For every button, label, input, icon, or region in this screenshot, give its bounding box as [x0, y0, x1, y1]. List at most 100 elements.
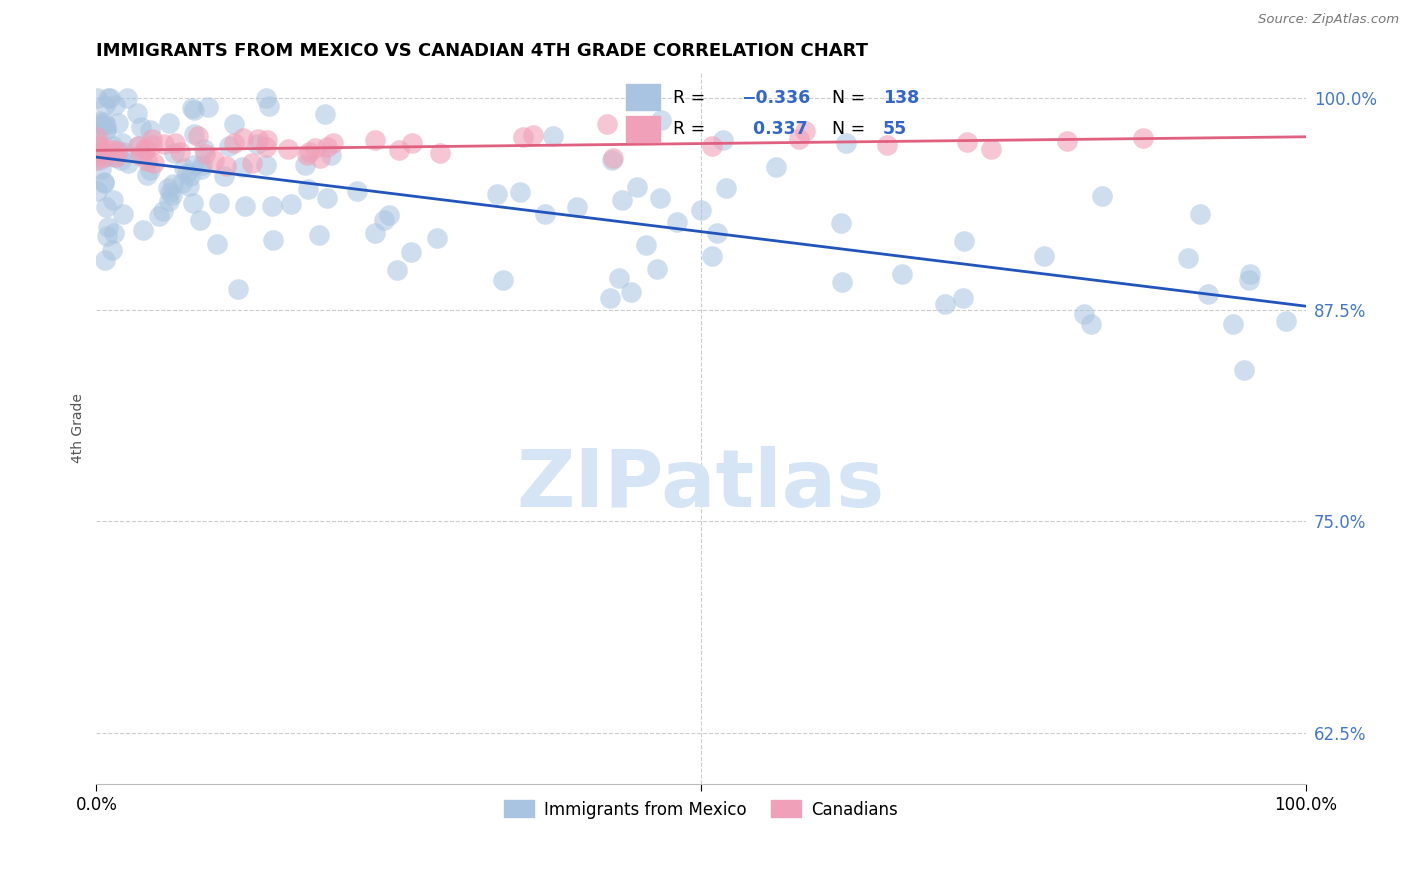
- Point: [103, 226, 125, 240]
- Point: [86, 149, 108, 163]
- Point: [183, 128, 205, 142]
- Point: [280, 196, 302, 211]
- Point: [111, 136, 134, 151]
- Point: [246, 136, 269, 151]
- Point: [277, 143, 299, 157]
- Point: [1197, 287, 1219, 301]
- Point: [101, 193, 124, 207]
- Point: [1132, 131, 1154, 145]
- Point: [173, 161, 195, 176]
- Point: [157, 194, 180, 209]
- Point: [600, 153, 623, 167]
- Point: [240, 156, 263, 170]
- Point: [787, 132, 810, 146]
- Point: [626, 180, 648, 194]
- Point: [233, 199, 256, 213]
- Point: [541, 129, 564, 144]
- Point: [177, 178, 200, 193]
- Point: [98, 91, 121, 105]
- Point: [104, 98, 127, 112]
- Point: [157, 180, 180, 194]
- Point: [491, 273, 513, 287]
- Point: [96, 123, 118, 137]
- Point: [205, 237, 228, 252]
- Point: [148, 209, 170, 223]
- Point: [224, 117, 246, 131]
- Point: [93, 97, 115, 112]
- Point: [89, 153, 111, 168]
- Point: [765, 161, 787, 175]
- Point: [193, 142, 215, 156]
- Point: [346, 184, 368, 198]
- Point: [953, 234, 976, 248]
- Point: [316, 139, 339, 153]
- Point: [599, 291, 621, 305]
- Point: [956, 135, 979, 149]
- Point: [1073, 307, 1095, 321]
- Point: [1056, 135, 1078, 149]
- Point: [136, 168, 159, 182]
- Point: [231, 160, 253, 174]
- Point: [135, 140, 157, 154]
- Point: [373, 213, 395, 227]
- Point: [534, 207, 557, 221]
- Point: [716, 181, 738, 195]
- Point: [93, 175, 115, 189]
- Point: [86, 184, 108, 198]
- Point: [127, 139, 149, 153]
- Point: [139, 163, 162, 178]
- Point: [876, 138, 898, 153]
- Point: [254, 91, 277, 105]
- Text: Source: ZipAtlas.com: Source: ZipAtlas.com: [1258, 13, 1399, 27]
- Point: [89, 147, 111, 161]
- Point: [159, 185, 181, 199]
- Point: [246, 131, 269, 145]
- Point: [399, 244, 422, 259]
- Point: [319, 147, 342, 161]
- Point: [87, 113, 110, 128]
- Point: [259, 99, 281, 113]
- Point: [162, 178, 184, 192]
- Point: [509, 185, 531, 199]
- Point: [134, 143, 156, 157]
- Point: [86, 136, 108, 151]
- Point: [179, 169, 201, 184]
- Y-axis label: 4th Grade: 4th Grade: [72, 393, 86, 463]
- Point: [180, 101, 202, 115]
- Text: ZIPatlas: ZIPatlas: [517, 446, 886, 524]
- Point: [142, 156, 165, 170]
- Point: [214, 169, 236, 183]
- Point: [1275, 314, 1298, 328]
- Point: [1177, 251, 1199, 265]
- Point: [107, 144, 129, 158]
- Point: [706, 226, 728, 240]
- Point: [650, 191, 672, 205]
- Point: [152, 203, 174, 218]
- Point: [297, 182, 319, 196]
- Point: [176, 166, 198, 180]
- Point: [86, 91, 108, 105]
- Point: [316, 191, 339, 205]
- Point: [153, 136, 176, 151]
- Point: [131, 148, 153, 162]
- Point: [298, 145, 321, 159]
- Point: [101, 138, 124, 153]
- Point: [1188, 207, 1211, 221]
- Point: [186, 128, 208, 143]
- Point: [596, 117, 619, 131]
- Point: [135, 153, 157, 168]
- Point: [87, 138, 110, 153]
- Point: [322, 136, 344, 150]
- Point: [794, 124, 817, 138]
- Point: [314, 107, 336, 121]
- Point: [364, 226, 387, 240]
- Point: [666, 215, 689, 229]
- Point: [308, 227, 330, 242]
- Point: [87, 140, 110, 154]
- Text: IMMIGRANTS FROM MEXICO VS CANADIAN 4TH GRADE CORRELATION CHART: IMMIGRANTS FROM MEXICO VS CANADIAN 4TH G…: [97, 42, 869, 60]
- Point: [163, 145, 186, 160]
- Point: [429, 145, 451, 160]
- Point: [170, 176, 193, 190]
- Point: [202, 153, 225, 167]
- Point: [222, 136, 245, 151]
